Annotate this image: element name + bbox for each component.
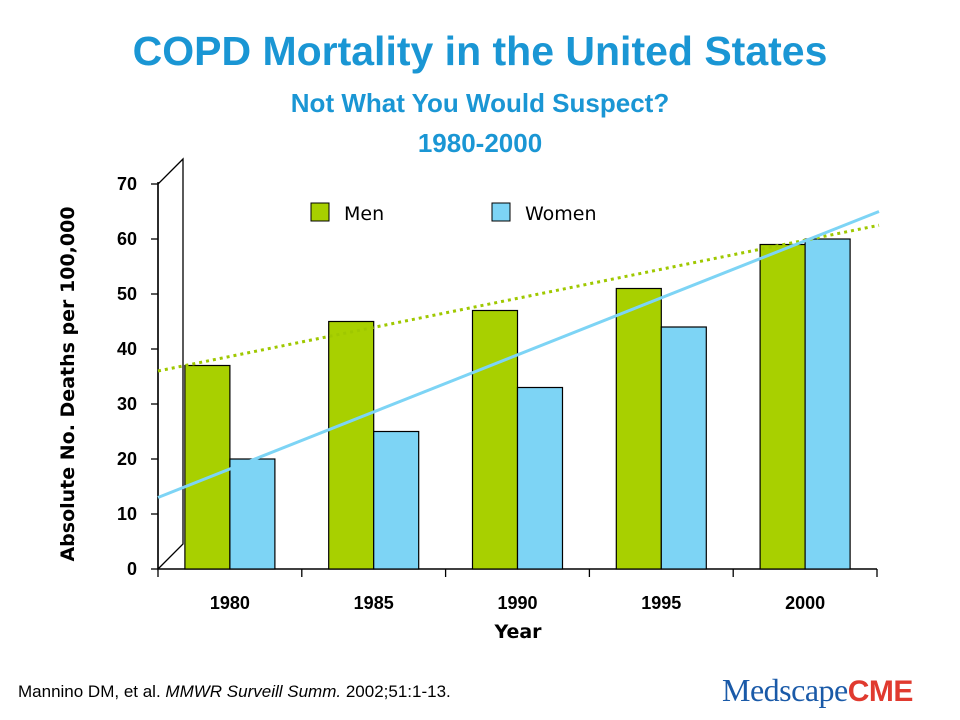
bar-women-1995: [660, 326, 707, 570]
bar-women-1980: [229, 458, 276, 570]
y-tick-label: 20: [117, 449, 137, 469]
legend-label-women: Women: [525, 203, 597, 225]
citation-authors: Mannino DM, et al.: [18, 682, 161, 701]
trend-line-women: [157, 210, 880, 499]
chart-title: COPD Mortality in the United States: [132, 28, 828, 74]
chart-year-range: 1980-2000: [417, 128, 543, 158]
x-tick-label: 1995: [641, 593, 681, 613]
logo-text-cme: CME: [847, 675, 914, 708]
bar-men-2000: [759, 243, 806, 570]
citation-journal: MMWR Surveill Summ.: [165, 682, 342, 701]
y-axis-title: Absolute No. Deaths per 100,000: [57, 206, 79, 561]
bar-women-1985: [373, 430, 420, 570]
y-tick-label: 60: [117, 229, 137, 249]
bar-men-1995: [615, 287, 662, 570]
x-tick-label: 2000: [785, 593, 825, 613]
medscape-logo: MedscapeCME: [722, 672, 913, 709]
bar-women-1990: [516, 386, 564, 570]
y-tick-label: 30: [117, 394, 137, 414]
legend-swatch-men: [310, 202, 330, 222]
legend-label-men: Men: [344, 203, 384, 225]
bar-men-1980: [184, 364, 231, 570]
y-tick-label: 0: [127, 559, 137, 579]
logo-text-medscape: Medscape: [722, 672, 848, 708]
x-tick-label: 1990: [497, 593, 537, 613]
x-axis-title: Year: [493, 621, 542, 643]
citation: Mannino DM, et al. MMWR Surveill Summ. 2…: [18, 682, 451, 702]
x-tick-label: 1980: [210, 593, 250, 613]
bar-men-1985: [328, 320, 375, 570]
citation-details: 2002;51:1-13.: [345, 682, 451, 701]
y-tick-label: 10: [117, 504, 137, 524]
chart-back-wall: [157, 157, 184, 571]
y-tick-label: 70: [117, 174, 137, 194]
bar-women-2000: [804, 238, 851, 570]
chart-subtitle: Not What You Would Suspect?: [290, 88, 670, 118]
bar-men-1990: [471, 309, 519, 570]
legend-swatch-women: [491, 202, 511, 222]
y-tick-label: 40: [117, 339, 137, 359]
x-tick-label: 1985: [354, 593, 394, 613]
y-tick-label: 50: [117, 284, 137, 304]
